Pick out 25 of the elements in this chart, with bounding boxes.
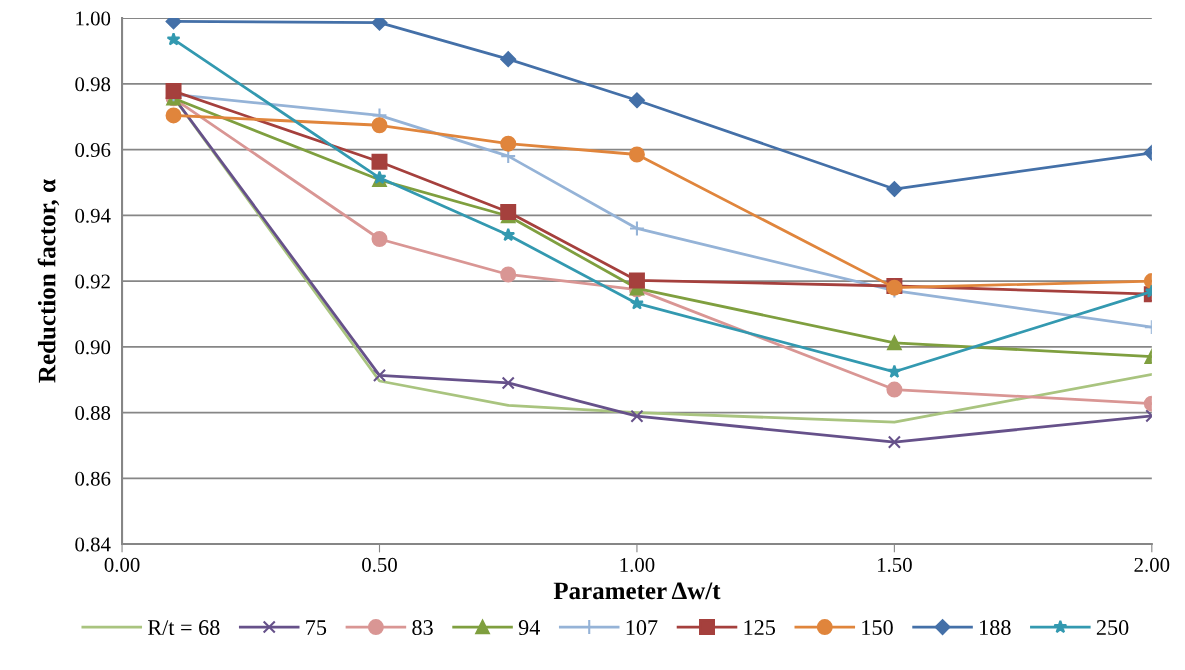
legend-label: 250 [1096,620,1129,636]
x-tick-label: 1.00 [620,557,655,572]
legend-label: 125 [744,620,776,636]
legend-label: R/t = 68 [147,620,220,636]
legend-label: 75 [306,620,327,636]
y-tick-label: 0.96 [75,142,111,158]
legend-label: 188 [980,620,1011,636]
x-tick-label: 0.50 [362,557,397,572]
x-tick-label: 0.00 [104,557,140,572]
y-tick-label: 0.86 [75,471,111,486]
y-tick-label: 1.00 [76,11,111,26]
y-tick-label: 0.88 [75,405,111,421]
legend-label: 107 [626,620,658,636]
legend-label: 150 [862,620,893,636]
y-tick-label: 0.92 [75,274,110,289]
x-axis-title: Parameter Δw/t [553,582,721,600]
y-tick-label: 0.90 [75,340,111,355]
legend-label: 83 [412,620,433,636]
y-tick-label: 0.98 [75,77,111,92]
x-tick-label: 1.50 [877,557,912,572]
x-tick-label: 2.00 [1134,557,1170,572]
y-tick-label: 0.84 [75,537,111,552]
legend-label: 94 [518,620,540,636]
y-axis-title: Reduction factor, α [37,179,60,383]
y-tick-label: 0.94 [75,208,111,223]
